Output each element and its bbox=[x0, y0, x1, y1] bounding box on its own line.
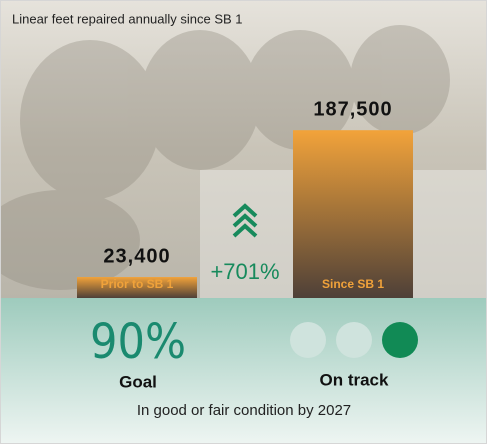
status-dot bbox=[336, 322, 372, 358]
goal-caption: In good or fair condition by 2027 bbox=[137, 402, 351, 419]
bar bbox=[77, 277, 197, 298]
status-dot-active bbox=[382, 322, 418, 358]
status-dot bbox=[290, 322, 326, 358]
status-label: On track bbox=[320, 370, 390, 389]
bar-category-label: Since SB 1 bbox=[322, 277, 384, 291]
increase-chevrons bbox=[232, 203, 258, 238]
chart-title: Linear feet repaired annually since SB 1 bbox=[12, 11, 243, 26]
value-label: 23,400 bbox=[103, 245, 170, 267]
bar bbox=[293, 130, 413, 298]
change-annotation: +701% bbox=[210, 259, 279, 284]
goal-value: 90% bbox=[90, 314, 186, 370]
culvert-texture bbox=[0, 25, 450, 290]
goal-panel bbox=[0, 298, 487, 444]
goal-label: Goal bbox=[119, 372, 157, 391]
value-label: 187,500 bbox=[313, 98, 392, 120]
bar-category-label: Prior to SB 1 bbox=[101, 277, 174, 291]
